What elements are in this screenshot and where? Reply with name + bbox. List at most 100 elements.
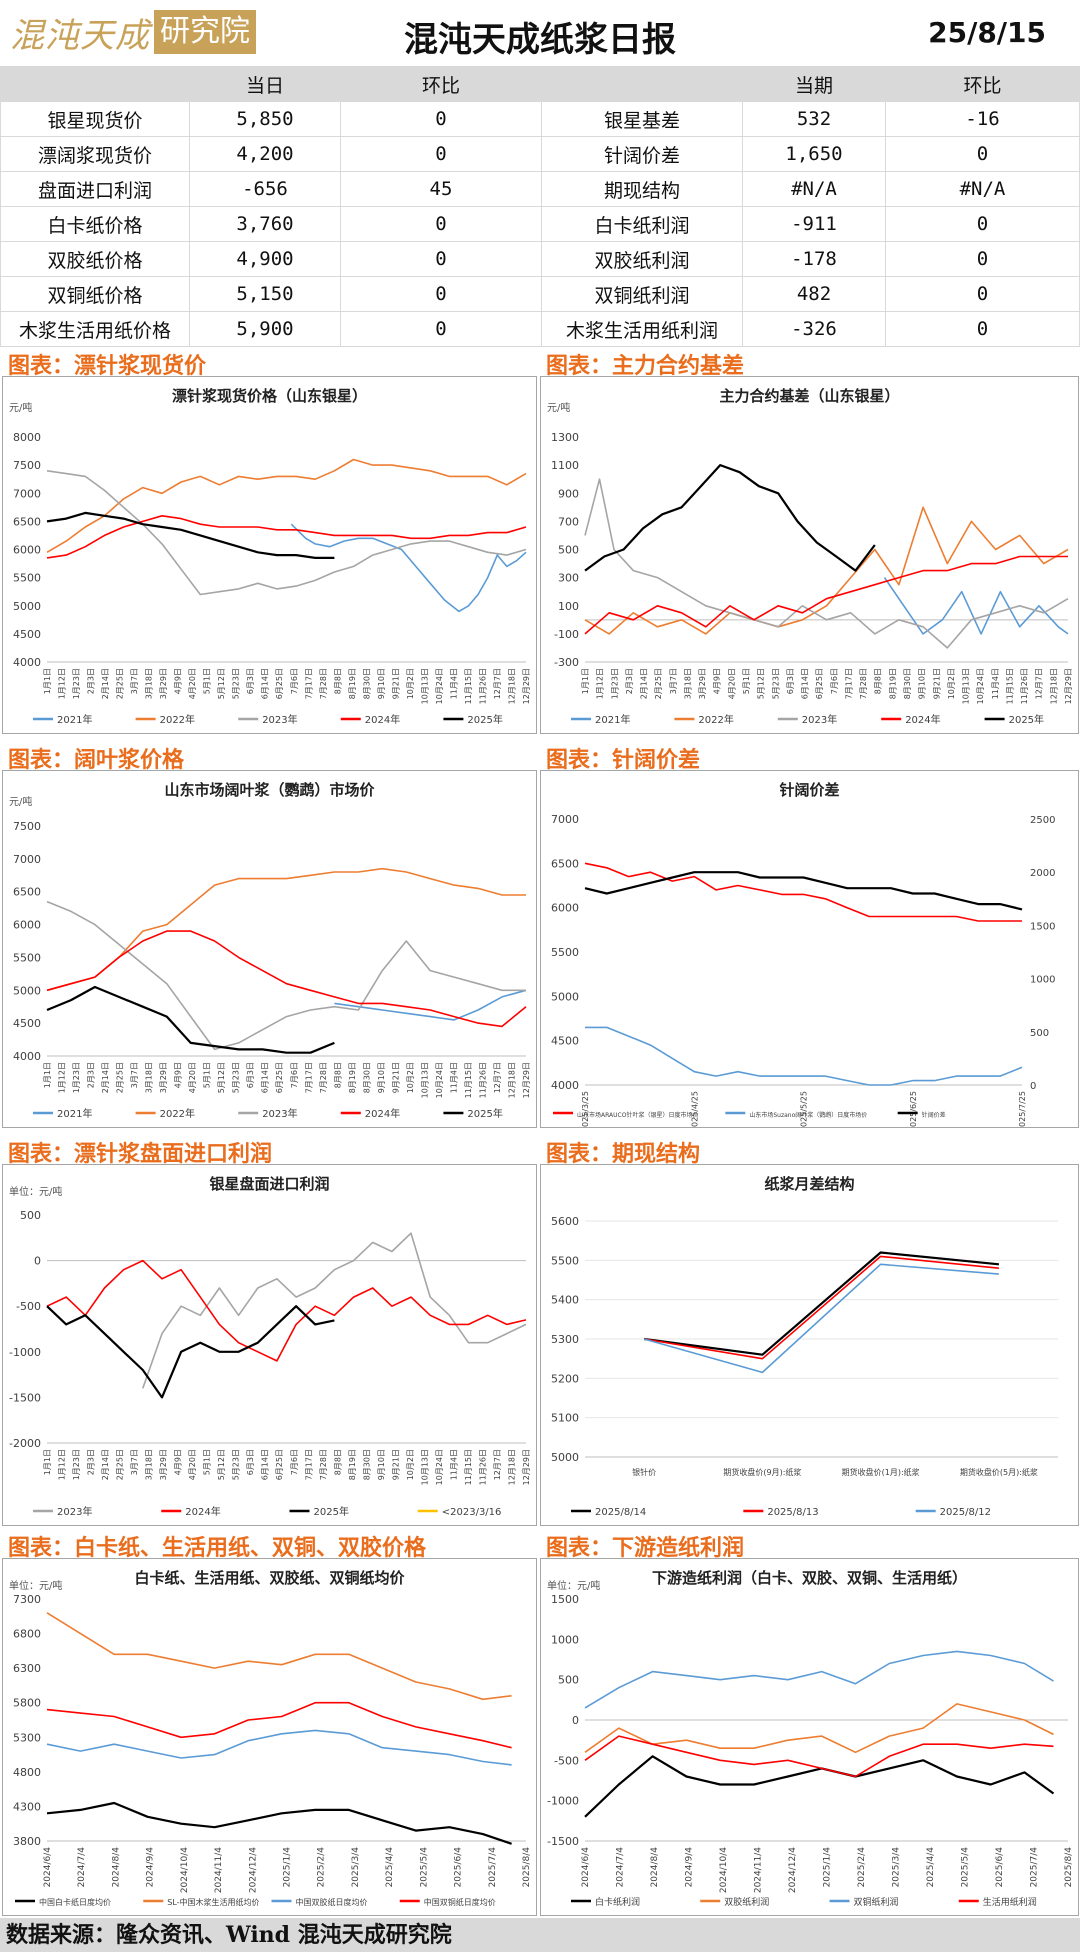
y-tick-label: 5000 — [13, 600, 41, 613]
x-tick-label: 2024/7/4 — [77, 1847, 87, 1888]
y-tick-label: 5500 — [13, 951, 41, 964]
x-tick-label: 11月15日 — [464, 668, 473, 704]
x-tick-label: 4月20日 — [188, 1062, 197, 1093]
x-tick-label: 5月1日 — [742, 668, 751, 694]
x-tick-label: 8月8日 — [333, 1062, 342, 1088]
summary-cell-r-label: 木浆生活用纸利润 — [541, 311, 743, 347]
y-tick-label: 5400 — [551, 1294, 579, 1307]
x-tick-label: 9月21日 — [391, 1062, 400, 1093]
x-tick-label: 5月12日 — [757, 668, 766, 699]
x-tick-label: 7月17日 — [304, 1449, 313, 1480]
series-line-0 — [584, 1755, 1055, 1818]
x-tick-label: 7月6日 — [290, 1062, 299, 1088]
x-tick-label: 3月29日 — [159, 1449, 168, 1480]
x-tick-label: 10月2日 — [947, 668, 956, 699]
series-line-1 — [46, 1259, 527, 1362]
report-title: 混沌天成纸浆日报 — [404, 20, 676, 60]
x-tick-label: 6月14日 — [801, 668, 810, 699]
x-tick-label: 10月2日 — [406, 1449, 415, 1480]
x-tick-label: 7月28日 — [319, 668, 328, 699]
x-tick-label: 1月12日 — [596, 668, 605, 699]
x-tick-label: 2024/9/4 — [146, 1847, 156, 1888]
x-tick-label: 11月15日 — [464, 1449, 473, 1485]
summary-cell-l-val: 5,900 — [189, 311, 341, 347]
x-tick-label: 5月1日 — [203, 1062, 212, 1088]
y-tick-label: 700 — [558, 515, 579, 528]
summary-cell-l-chg: 0 — [340, 136, 542, 172]
x-tick-label: 2025/7/4 — [1030, 1847, 1040, 1888]
summary-cell-r-val: 1,650 — [742, 136, 886, 172]
x-tick-label: 8月8日 — [333, 668, 342, 694]
x-tick-label: 6月14日 — [261, 1062, 270, 1093]
report-date: 25/8/15 — [928, 16, 1046, 49]
x-tick-label: 12月7日 — [1035, 668, 1044, 699]
chart-panel-paper-prices: 白卡纸、生活用纸、双胶纸、双铜纸均价 单位：元/吨 3800 4300 4800 5300… — [2, 1558, 537, 1916]
legend-label: 白卡纸利润 — [595, 1896, 640, 1908]
y-tick-label: 6000 — [13, 544, 41, 557]
x-tick-label: 12月29日 — [522, 668, 531, 704]
x-tick-label: 11月26日 — [478, 1062, 487, 1098]
x-tick-label: 2025/1/4 — [823, 1847, 833, 1888]
series-line-3 — [584, 1735, 1054, 1778]
x-tick-label: 2025/5/4 — [419, 1847, 429, 1888]
chart-unit-label: 单位：元/吨 — [547, 1579, 600, 1592]
y-tick-label: 500 — [20, 1209, 41, 1222]
x-tick-label: 5月1日 — [203, 1449, 212, 1475]
x-tick-label: 8月19日 — [888, 668, 897, 699]
x-tick-label: 11月26日 — [478, 1449, 487, 1485]
y-tick-label: 1100 — [551, 459, 579, 472]
x-tick-label: 7月17日 — [304, 668, 313, 699]
x-tick-label: 2024/6/4 — [43, 1847, 53, 1888]
summary-cell-l-label: 木浆生活用纸价格 — [0, 311, 190, 347]
summary-cell-r-label: 针阔价差 — [541, 136, 743, 172]
chart-c4: 针阔价差 4000 4500 5000 5500 6000 6500 7000 0 500 1000… — [551, 781, 1055, 1127]
x-tick-label: 7月17日 — [844, 668, 853, 699]
y-tick-label: 6300 — [13, 1662, 41, 1675]
x-tick-label: 7月28日 — [319, 1449, 328, 1480]
summary-corner-right — [541, 66, 743, 102]
summary-cell-l-val: 4,200 — [189, 136, 341, 172]
y-tick-label: -1000 — [547, 1795, 579, 1808]
summary-cell-l-chg: 0 — [340, 206, 542, 242]
series-line-0 — [643, 1251, 1000, 1356]
x-tick-label: 2025/6/4 — [454, 1847, 464, 1888]
summary-cell-l-chg: 0 — [340, 311, 542, 347]
x-tick-label: 4月20日 — [188, 668, 197, 699]
chart-title: 主力合约基差（山东银星） — [719, 387, 899, 405]
legend-label: 中国白卡纸日度均价 — [39, 1897, 111, 1907]
summary-row: 盘面进口利润 -656 45 期现结构 #N/A #N/A — [0, 171, 1080, 207]
x-tick-label: 2月25日 — [116, 1062, 125, 1093]
x-tick-label: 1月12日 — [58, 668, 67, 699]
x-tick-label: 3月18日 — [145, 1062, 154, 1093]
y-tick-label: 1000 — [551, 1633, 579, 1646]
summary-row: 银星现货价 5,850 0 银星基差 532 -16 — [0, 101, 1080, 137]
chart-panel-paper-profit: 下游造纸利润（白卡、双胶、双铜、生活用纸） 单位：元/吨 -1500 -1000 -50… — [540, 1558, 1079, 1916]
y-tick-label: 5600 — [551, 1215, 579, 1228]
y-tick-label: 0 — [572, 1714, 579, 1727]
chart-unit-label: 单位：元/吨 — [9, 1579, 62, 1592]
series-line-2 — [46, 900, 526, 1051]
x-tick-label: 2024/8/4 — [111, 1847, 121, 1888]
x-tick-label: 1月1日 — [43, 1062, 52, 1088]
series-line-1 — [643, 1255, 999, 1360]
x-tick-label: 8月8日 — [333, 1449, 342, 1475]
y-tick-label: 4800 — [13, 1766, 41, 1779]
legend-label: 中国双胶纸日度均价 — [296, 1897, 368, 1907]
x-tick-label: 6月14日 — [261, 668, 270, 699]
section-title-bleached-softwood-spot: 图表：漂针浆现货价 — [8, 353, 207, 379]
summary-cell-r-label: 白卡纸利润 — [541, 206, 743, 242]
x-tick-label: 2025/7/4 — [488, 1847, 498, 1888]
series-line-1 — [584, 1703, 1054, 1754]
x-tick-label: 11月4日 — [991, 668, 1000, 699]
x-tick-label: 2月25日 — [116, 668, 125, 699]
x-tick-label: 4月20日 — [188, 1449, 197, 1480]
x-tick-label: 3月29日 — [159, 1062, 168, 1093]
summary-cell-r-val: -911 — [742, 206, 886, 242]
y-tick-label: 7300 — [13, 1593, 41, 1606]
chart-c6: 纸浆月差结构 5000 5100 5200 5300 5400 5500 5600 银针价 期货收… — [551, 1175, 1058, 1518]
y-tick-label: 4500 — [13, 628, 41, 641]
legend-label: 2024年 — [365, 1107, 400, 1120]
x-tick-label: 4月20日 — [727, 668, 736, 699]
x-tick-label: 9月21日 — [391, 668, 400, 699]
series-line-1 — [46, 1612, 512, 1701]
